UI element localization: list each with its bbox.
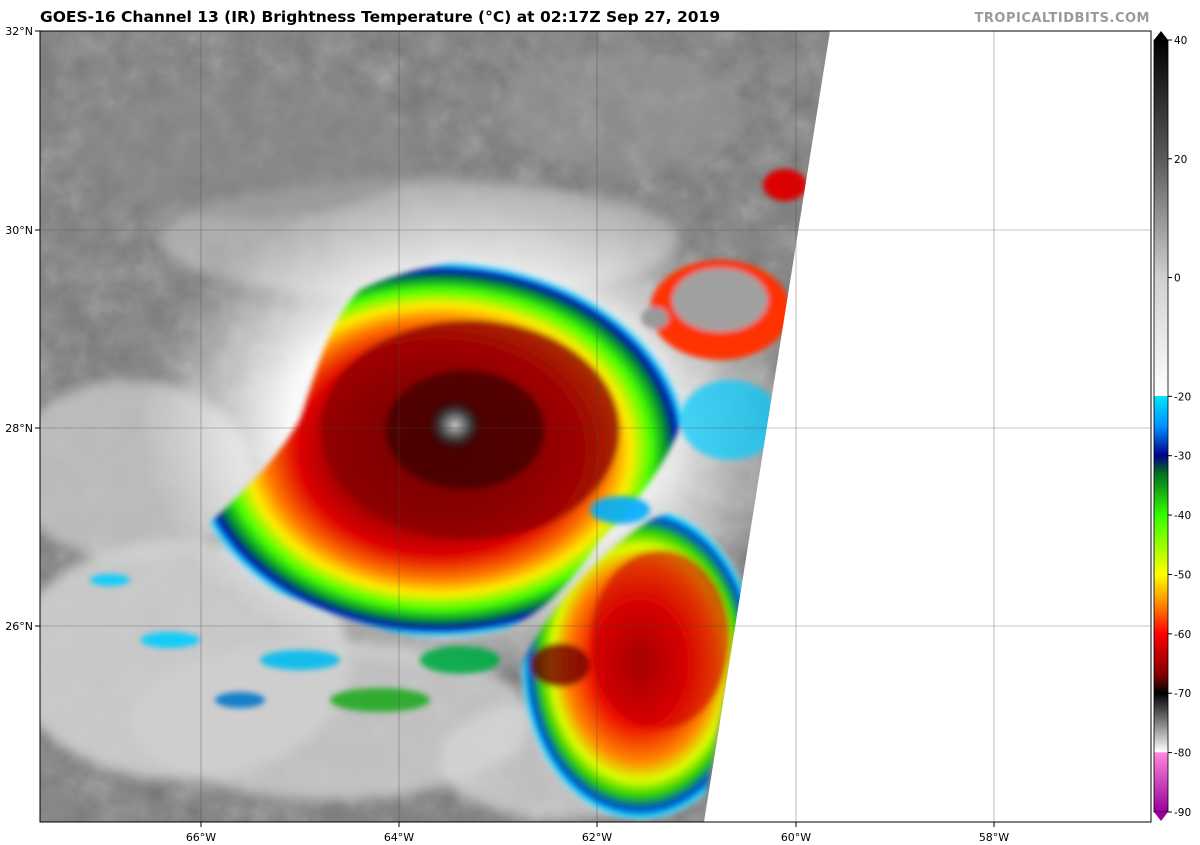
- lat-label: 32°N: [5, 25, 33, 38]
- longitude-ticks: [200, 822, 995, 827]
- colorbar-top-arrow: [1154, 31, 1168, 40]
- colorbar-tick-label: -60: [1174, 629, 1191, 641]
- lat-label: 28°N: [5, 422, 33, 435]
- lon-label: 60°W: [781, 831, 811, 844]
- northeast-cells: [641, 169, 807, 460]
- colorbar-tick-label: -70: [1174, 688, 1191, 700]
- lat-label: 30°N: [5, 224, 33, 237]
- storm-eye: [425, 397, 485, 453]
- colorbar-gradient: [1153, 39, 1169, 813]
- no-data-region: [704, 31, 1151, 822]
- colorbar-tick-label: -80: [1174, 748, 1191, 760]
- longitude-labels: 66°W 64°W 62°W 60°W 58°W: [186, 831, 1009, 844]
- colorbar-tick-label: -30: [1174, 451, 1191, 463]
- colorbar-tick-label: 0: [1174, 273, 1181, 285]
- lon-label: 66°W: [186, 831, 216, 844]
- lon-label: 64°W: [384, 831, 414, 844]
- colorbar-tick-label: -50: [1174, 569, 1191, 581]
- latitude-labels: 32°N 30°N 28°N 26°N: [5, 25, 33, 633]
- lon-label: 58°W: [979, 831, 1009, 844]
- colorbar-bottom-arrow: [1154, 812, 1168, 821]
- watermark-brand: TROPICALTIDBITS.COM: [974, 11, 1150, 26]
- graticule: [40, 31, 1151, 822]
- colorbar-tick-label: -40: [1174, 510, 1191, 522]
- colorbar-tick-label: -20: [1174, 391, 1191, 403]
- lon-label: 62°W: [582, 831, 612, 844]
- map-title: GOES-16 Channel 13 (IR) Brightness Tempe…: [40, 8, 721, 26]
- southern-convection: [520, 505, 760, 822]
- colorbar-tick-label: 20: [1174, 154, 1187, 166]
- hurricane-convection: [185, 259, 692, 640]
- colorbar: 40 20 0 -20 -30 -40 -50 -60 -70 -80 -90: [1153, 31, 1191, 821]
- lat-label: 26°N: [5, 620, 33, 633]
- satellite-image-layer: [40, 31, 1151, 822]
- latitude-ticks: [35, 30, 40, 627]
- outer-rainbands: [90, 496, 650, 712]
- colorbar-tick-label: 40: [1174, 35, 1187, 47]
- map-frame: [39, 30, 1152, 823]
- colorbar-tick-label: -90: [1174, 807, 1191, 819]
